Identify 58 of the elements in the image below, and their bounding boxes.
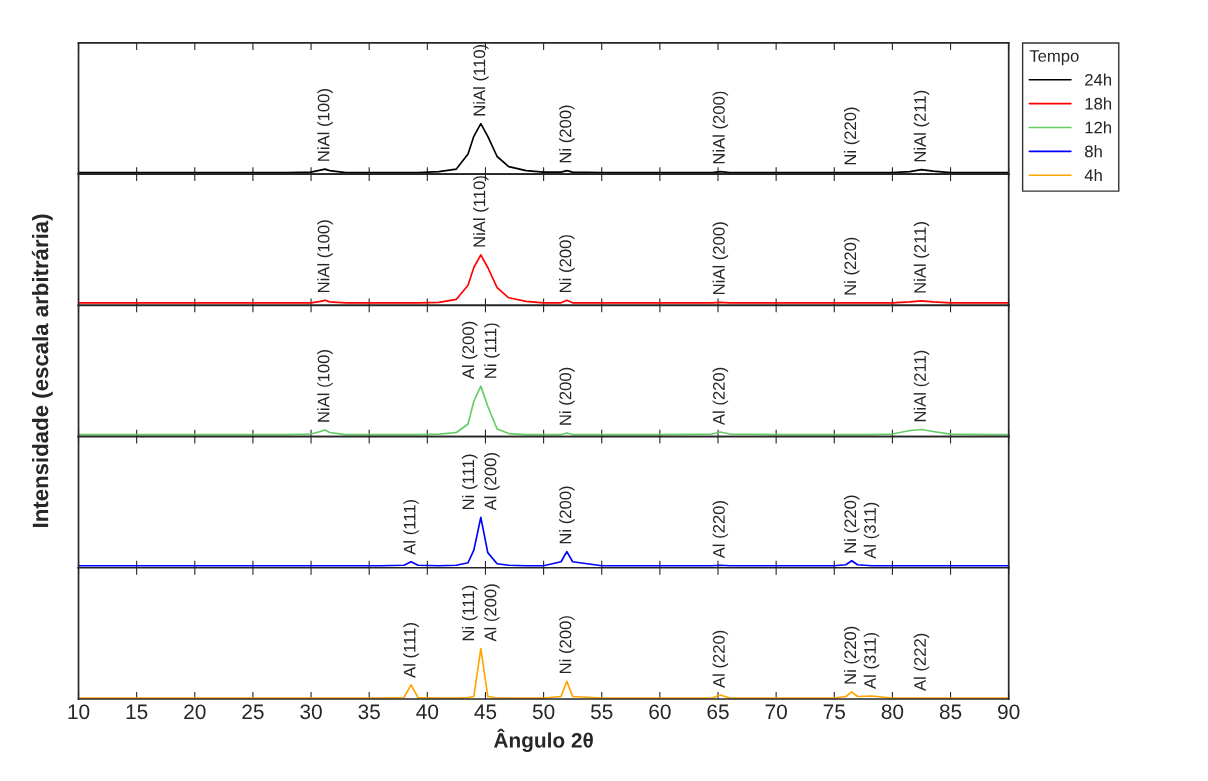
annotation: Ni (111) (461, 585, 478, 641)
x-tick-label: 30 (300, 704, 322, 720)
x-tick-label: 55 (590, 704, 613, 720)
annotation: NiAl (200) (712, 222, 729, 295)
x-tick-label: 75 (823, 704, 845, 720)
y-axis-title: Intensidade (escala arbitrária) (31, 214, 53, 527)
annotation: Al (220) (712, 630, 729, 688)
annotation: NiAl (211) (913, 350, 930, 422)
annotation: Ni (220) (843, 495, 860, 553)
legend-title: Tempo (1029, 50, 1079, 66)
x-tick-label: 80 (881, 704, 904, 720)
legend-label: 4h (1084, 168, 1102, 182)
legend-label: 8h (1085, 145, 1102, 158)
annotation: Al (220) (712, 367, 729, 426)
legend-label: 12h (1085, 121, 1112, 134)
x-tick-label: 85 (939, 704, 962, 720)
x-tick-label: 50 (532, 704, 555, 720)
annotation: Ni (200) (559, 616, 575, 674)
x-tick-label: 45 (474, 704, 497, 720)
annotation: Ni (200) (559, 367, 575, 425)
annotation: NiAl (100) (317, 89, 333, 161)
annotation: Al (111) (403, 499, 419, 555)
x-tick-label: 60 (649, 704, 671, 720)
annotation: Ni (111) (461, 454, 478, 510)
annotation: Al (311) (863, 632, 880, 689)
annotation: Al (200) (484, 453, 500, 511)
x-tick-label: 70 (765, 704, 787, 720)
annotation: Al (311) (863, 502, 880, 559)
annotation: Ni (200) (559, 235, 575, 293)
annotation: NiAl (100) (317, 220, 333, 293)
annotation: NiAl (110) (473, 44, 489, 116)
annotation: Ni (200) (559, 486, 575, 544)
x-tick-label: 90 (998, 704, 1020, 720)
annotation: NiAl (211) (913, 222, 930, 293)
annotation: NiAl (200) (712, 91, 729, 164)
annotation: Al (220) (712, 501, 729, 559)
x-axis-title: Ângulo 2θ (493, 728, 593, 752)
annotation: Al (200) (461, 321, 478, 380)
x-tick-label: 10 (68, 704, 90, 720)
annotation: Ni (220) (843, 107, 860, 165)
annotation: Ni (200) (559, 105, 575, 163)
x-tick-label: 40 (416, 704, 439, 720)
annotation: Ni (111) (484, 323, 500, 378)
annotation: NiAl (110) (473, 176, 489, 247)
annotation: Al (111) (403, 623, 419, 678)
annotation: Ni (220) (843, 237, 860, 295)
x-tick-label: 25 (242, 704, 264, 720)
annotation: Ni (220) (843, 626, 860, 684)
annotation: Al (222) (913, 633, 930, 692)
x-tick-label: 35 (358, 704, 380, 720)
annotation: NiAl (211) (913, 90, 930, 162)
annotation: Al (200) (484, 584, 500, 642)
x-tick-label: 15 (126, 704, 148, 720)
legend-label: 18h (1085, 97, 1112, 110)
x-tick-label: 20 (184, 704, 206, 720)
legend-label: 24h (1085, 73, 1112, 86)
annotation: NiAl (100) (317, 350, 333, 422)
x-tick-label: 65 (707, 704, 729, 720)
